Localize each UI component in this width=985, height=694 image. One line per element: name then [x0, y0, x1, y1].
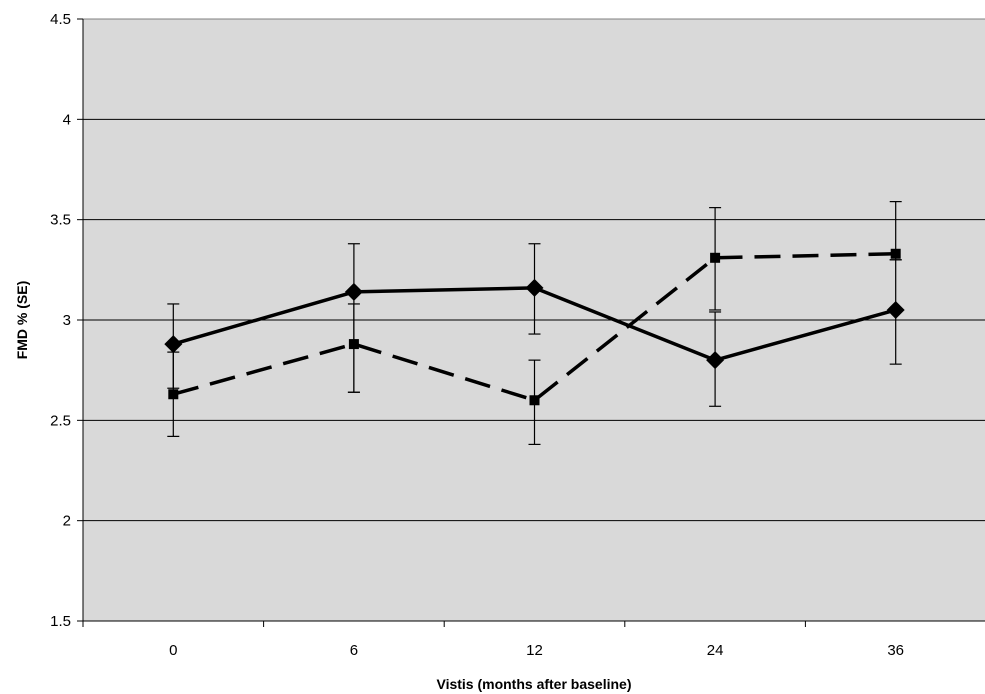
series-markers: [164, 248, 905, 406]
y-tick-label: 1.5: [50, 613, 71, 630]
y-tick-label: 2: [63, 513, 71, 530]
data-point-diamond: [525, 278, 544, 297]
data-point-diamond: [344, 282, 363, 301]
data-point-square: [348, 339, 359, 350]
x-axis-title: Vistis (months after baseline): [436, 676, 631, 692]
y-tick-label: 4: [63, 111, 71, 128]
y-tick-label: 2.5: [50, 412, 71, 429]
data-point-diamond: [164, 335, 183, 354]
y-tick-label: 3.5: [50, 212, 71, 229]
axes: [77, 18, 985, 627]
x-tick-label: 12: [526, 642, 543, 659]
y-tick-label: 4.5: [50, 11, 71, 28]
x-tick-label: 24: [707, 642, 724, 659]
data-point-square: [890, 248, 901, 259]
y-axis-title: FMD % (SE): [14, 281, 30, 360]
data-point-diamond: [886, 300, 905, 319]
x-tick-label: 0: [169, 642, 177, 659]
data-point-square: [168, 389, 179, 400]
x-tick-label: 6: [350, 642, 358, 659]
data-point-diamond: [706, 351, 725, 370]
series-line-2: [172, 252, 896, 403]
x-tick-label: 36: [887, 642, 904, 659]
y-tick-label: 3: [63, 312, 71, 329]
data-point-square: [529, 395, 540, 406]
tick-labels: 1.5 2 2.5 3 3.5 4 4.5 0 6 12 24 36: [50, 11, 904, 659]
data-point-square: [710, 252, 721, 263]
